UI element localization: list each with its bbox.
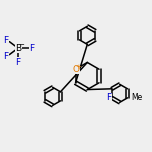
Text: −: − (18, 42, 24, 48)
Text: F: F (16, 58, 21, 67)
Text: F: F (30, 44, 35, 53)
Text: F: F (3, 36, 9, 45)
Text: Me: Me (131, 93, 143, 102)
Text: F: F (107, 93, 112, 102)
Text: B: B (15, 44, 21, 53)
Text: O: O (72, 65, 79, 74)
Text: +: + (76, 64, 81, 69)
Text: F: F (3, 52, 9, 61)
